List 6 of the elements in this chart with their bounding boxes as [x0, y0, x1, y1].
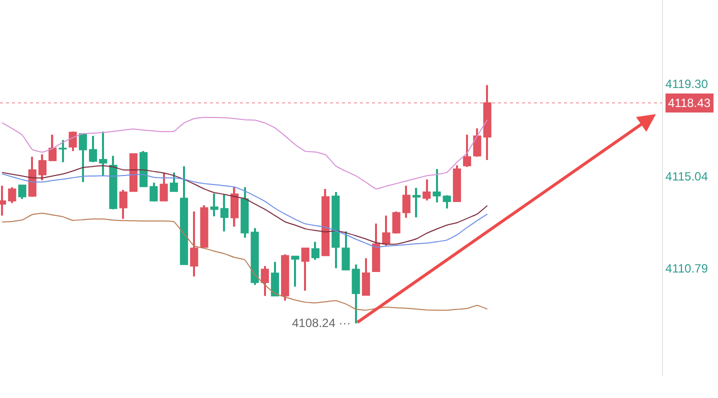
- y-tick-label: 4115.04: [665, 169, 708, 184]
- y-tick-label: 4119.30: [665, 77, 708, 92]
- ref-line-label: 4118.43: [668, 96, 711, 110]
- line-series: [2, 212, 488, 311]
- annotation: 4108.24 ···: [292, 316, 351, 330]
- y-tick-label: 4110.79: [665, 261, 708, 276]
